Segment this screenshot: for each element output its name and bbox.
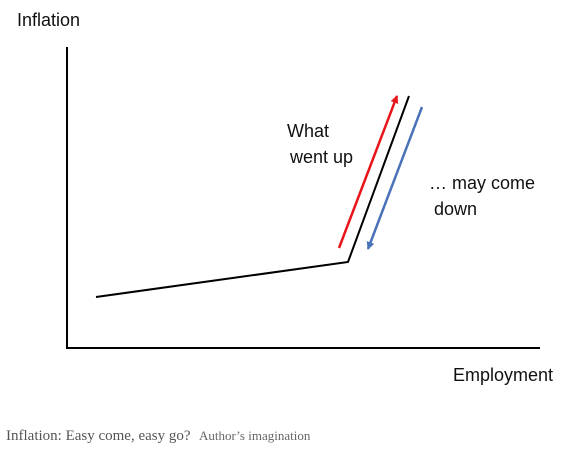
caption-credit: Author’s imagination [198, 428, 311, 443]
annotation-down-line-1: … may come [429, 173, 535, 193]
diagram: Inflation Employment What went up … may … [17, 10, 553, 385]
caption-text: Inflation: Easy come, easy go? [6, 428, 191, 444]
x-axis-label: Employment [453, 365, 553, 385]
inflation-employment-curve [95, 95, 410, 298]
down-arrow [366, 106, 424, 250]
annotation-down-line-2: down [434, 199, 477, 219]
figure-caption: Inflation: Easy come, easy go? Author’s … [6, 427, 310, 445]
y-axis-label: Inflation [17, 10, 80, 30]
up-arrow [337, 95, 399, 249]
annotation-up-line-1: What [287, 121, 329, 141]
annotation-up-line-2: went up [289, 147, 353, 167]
